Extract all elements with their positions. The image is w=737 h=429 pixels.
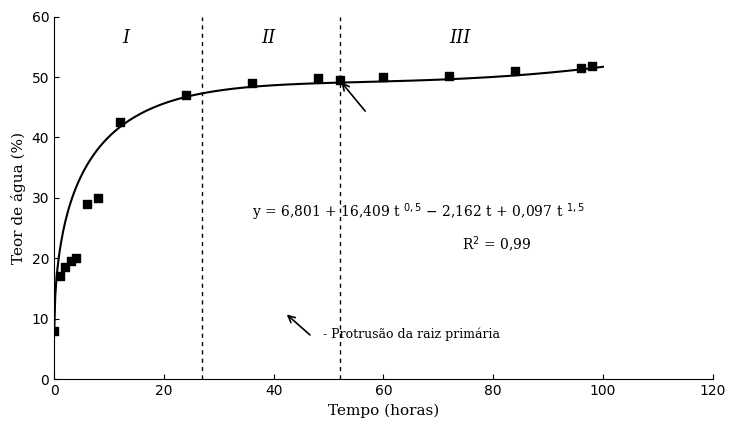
Point (312, 75, 324, 82)
Point (114, 119, 126, 126)
Point (65, 258, 77, 265)
Text: R$^{2}$ = 0,99: R$^{2}$ = 0,99 (462, 235, 532, 255)
Point (180, 92, 192, 99)
Text: y = 6,801 + 16,409 t $^{0,5}$ $-$ 2,162 t + 0,097 t $^{1,5}$: y = 6,801 + 16,409 t $^{0,5}$ $-$ 2,162 … (252, 202, 584, 223)
Point (59, 264, 71, 271)
Text: - Protrusão da raiz primária: - Protrusão da raiz primária (323, 327, 500, 341)
Point (92, 194, 104, 201)
Point (377, 74, 389, 81)
Point (246, 80, 258, 87)
Point (70, 255, 82, 262)
Point (509, 67, 521, 74)
X-axis label: Tempo (horas): Tempo (horas) (328, 404, 439, 418)
Y-axis label: Teor de água (%): Teor de água (%) (11, 132, 26, 264)
Point (334, 77, 346, 84)
Text: III: III (450, 29, 471, 47)
Point (54, 273, 66, 280)
Point (586, 63, 598, 69)
Point (81, 200, 93, 207)
Point (575, 64, 587, 71)
Text: II: II (261, 29, 276, 47)
Point (48, 327, 60, 334)
Point (444, 73, 455, 79)
Text: I: I (122, 29, 129, 47)
